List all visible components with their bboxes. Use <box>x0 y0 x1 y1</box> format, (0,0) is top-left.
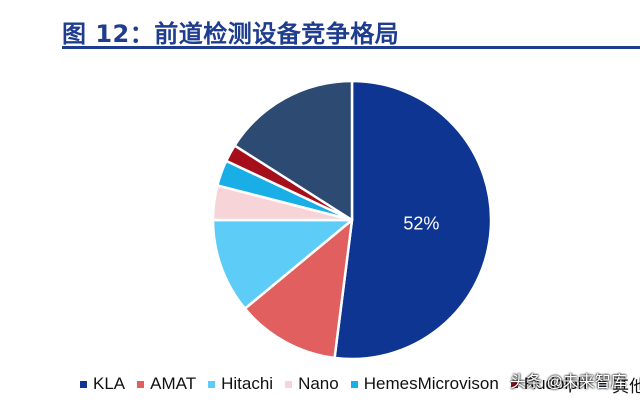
legend-swatch <box>285 380 293 388</box>
legend-item--: 其他 <box>599 372 640 397</box>
pie-slice-hitachi <box>211 218 354 310</box>
pie-slice-kla <box>333 79 493 361</box>
legend-swatch <box>208 380 216 388</box>
watermark: 头条 @未来智库 <box>510 374 627 391</box>
pie-slice-- <box>233 79 354 222</box>
legend-item-nano: Nano <box>285 374 339 394</box>
legend-item-rudolph: Rudolph <box>510 374 588 394</box>
legend-label: 其他 <box>612 376 640 396</box>
legend-item-kla: KLA <box>80 374 125 394</box>
page-title: 图 12：前道检测设备竞争格局 <box>62 20 400 48</box>
legend-label: AMAT <box>150 374 197 393</box>
legend-label: KLA <box>93 374 126 393</box>
legend-swatch <box>350 380 358 388</box>
legend-label: Hitachi <box>221 374 274 393</box>
legend-item-hitachi: Hitachi <box>208 374 273 394</box>
legend-label: HemesMicrovison <box>363 374 499 393</box>
legend-swatch <box>599 380 607 388</box>
legend-swatch <box>80 380 87 388</box>
data-label-kla: 52% <box>403 214 439 234</box>
legend-swatch <box>137 380 145 388</box>
legend-label: Rudolph <box>523 374 588 393</box>
legend-label: Nano <box>298 374 339 393</box>
legend-item-hemesmicrovison: HemesMicrovison <box>350 374 499 394</box>
title-underline <box>62 46 640 49</box>
legend-item-amat: AMAT <box>137 374 196 394</box>
legend-swatch <box>510 380 518 388</box>
chart-legend: KLA AMAT Hitachi Nano HemesMicrovison Rudolph… <box>80 372 640 397</box>
pie-slice-amat <box>243 218 354 360</box>
